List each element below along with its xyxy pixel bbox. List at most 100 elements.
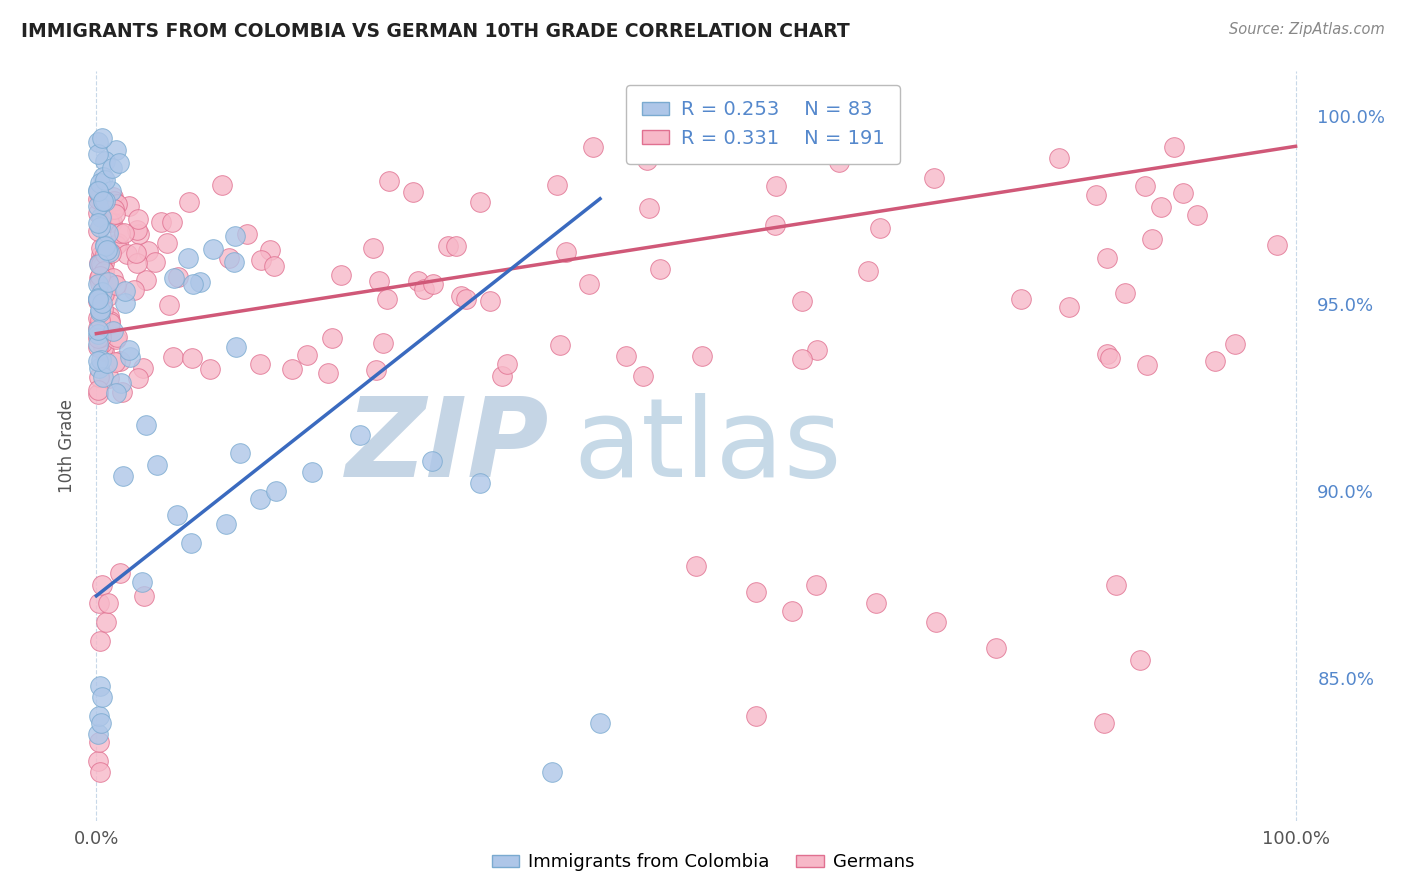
Point [112, 227, 135, 241]
Point [229, 446, 252, 460]
Point [638, 201, 661, 215]
Point [104, 278, 127, 293]
Point [236, 227, 259, 241]
Point [131, 574, 153, 589]
Point [110, 566, 132, 581]
Point [321, 331, 343, 345]
Point [86, 147, 108, 161]
Point [135, 417, 157, 432]
Point [122, 284, 145, 298]
Point [1092, 716, 1115, 731]
Point [89, 313, 111, 327]
Point [104, 207, 127, 221]
Point [581, 140, 603, 154]
Point [373, 335, 395, 350]
Point [100, 184, 122, 198]
Point [329, 268, 352, 282]
Point [105, 333, 128, 347]
Point [225, 340, 247, 354]
Point [550, 338, 572, 352]
Point [780, 604, 803, 618]
Point [1085, 188, 1108, 202]
Point [107, 197, 129, 211]
Point [162, 350, 184, 364]
Point [134, 589, 156, 603]
Point [491, 368, 513, 383]
Point [97, 310, 120, 324]
Point [132, 361, 155, 376]
Point [96, 244, 118, 258]
Point [156, 235, 179, 250]
Point [450, 289, 472, 303]
Point [1098, 351, 1121, 365]
Point [179, 195, 201, 210]
Point [112, 469, 135, 483]
Point [105, 329, 128, 343]
Point [98, 323, 121, 337]
Point [211, 178, 233, 192]
Point [115, 246, 138, 260]
Point [222, 255, 245, 269]
Point [86, 353, 108, 368]
Point [349, 427, 371, 442]
Point [215, 517, 238, 532]
Point [90, 353, 112, 368]
Point [94, 615, 117, 629]
Point [198, 362, 221, 376]
Point [86, 291, 108, 305]
Point [86, 310, 108, 325]
Point [446, 239, 468, 253]
Point [86, 199, 108, 213]
Point [98, 314, 121, 328]
Point [263, 259, 285, 273]
Point [690, 350, 713, 364]
Point [87, 360, 110, 375]
Point [103, 194, 125, 208]
Point [90, 296, 112, 310]
Point [364, 363, 387, 377]
Point [1163, 140, 1185, 154]
Point [149, 215, 172, 229]
Point [93, 344, 115, 359]
Point [89, 276, 111, 290]
Point [91, 370, 114, 384]
Point [869, 221, 891, 235]
Point [91, 194, 114, 208]
Point [89, 764, 111, 779]
Point [127, 371, 149, 385]
Point [86, 754, 108, 768]
Point [181, 351, 204, 366]
Point [157, 298, 180, 312]
Legend: Immigrants from Colombia, Germans: Immigrants from Colombia, Germans [485, 847, 921, 879]
Point [127, 223, 149, 237]
Point [91, 131, 114, 145]
Point [146, 458, 169, 473]
Point [107, 236, 129, 251]
Point [316, 366, 339, 380]
Point [163, 271, 186, 285]
Point [925, 615, 948, 629]
Point [90, 248, 112, 262]
Point [87, 293, 110, 307]
Point [94, 277, 117, 292]
Point [87, 136, 110, 150]
Point [87, 184, 110, 198]
Point [90, 211, 112, 225]
Point [301, 465, 323, 479]
Point [249, 357, 271, 371]
Text: atlas: atlas [574, 392, 842, 500]
Point [103, 190, 125, 204]
Point [589, 716, 612, 731]
Point [86, 293, 108, 307]
Point [98, 215, 121, 229]
Point [94, 173, 117, 187]
Point [93, 169, 115, 184]
Point [361, 241, 384, 255]
Text: ZIP: ZIP [346, 392, 550, 500]
Point [91, 314, 114, 328]
Point [98, 244, 121, 259]
Point [91, 260, 114, 275]
Point [420, 454, 443, 468]
Point [648, 262, 671, 277]
Point [86, 192, 108, 206]
